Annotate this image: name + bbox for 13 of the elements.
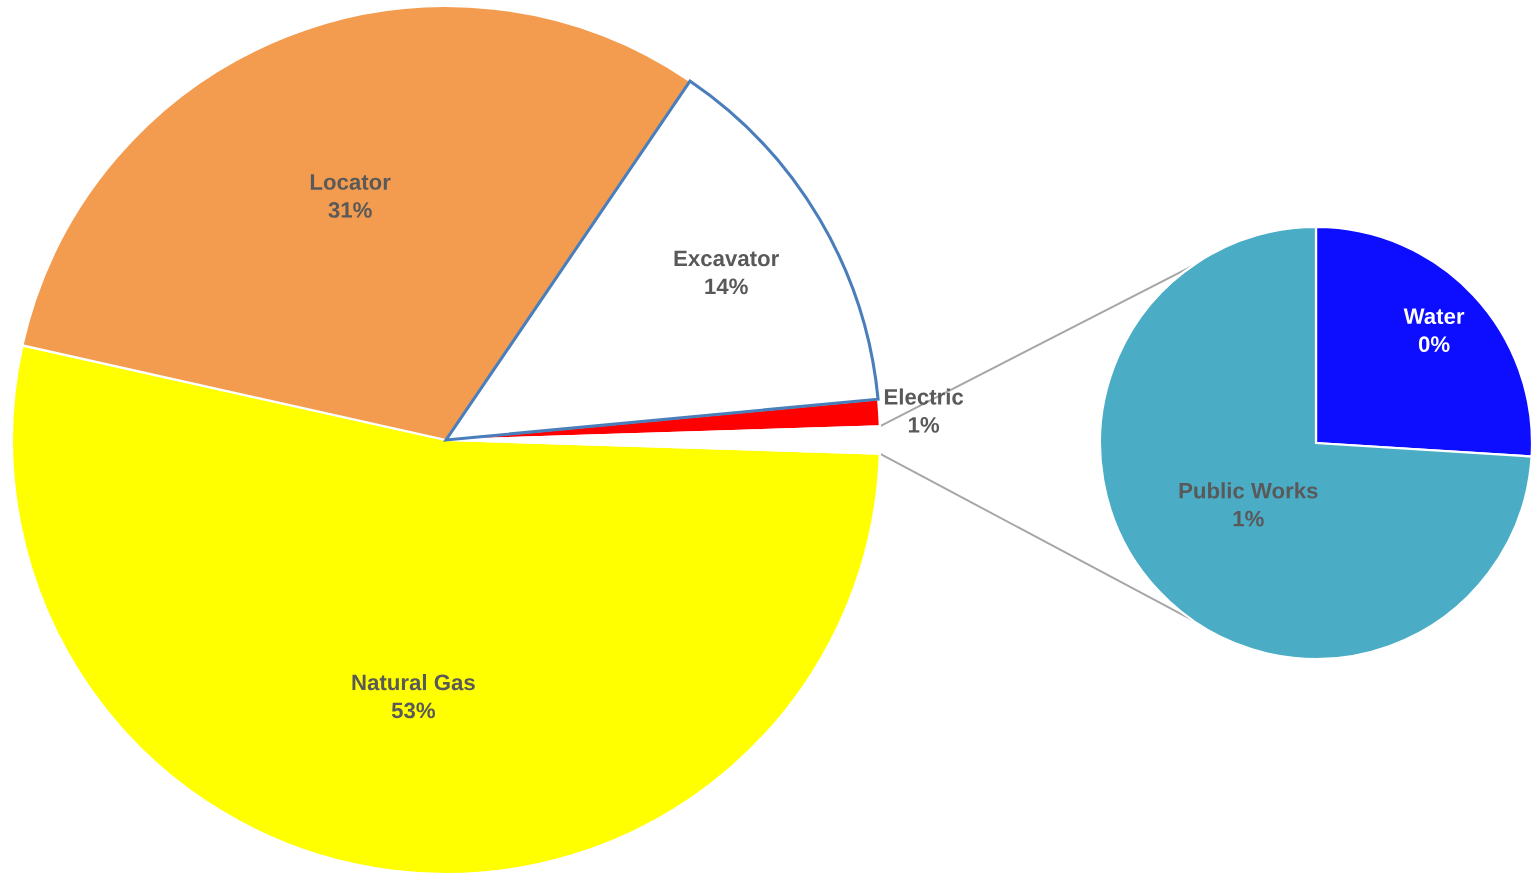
slice-label: Electric — [884, 388, 964, 405]
slice-label: Natural Gas — [352, 674, 475, 691]
slice-label: Locator — [310, 174, 391, 190]
data-label: 31% — [328, 202, 372, 218]
slice-label: Excavator — [674, 250, 779, 267]
data-label: 0% — [1418, 336, 1450, 353]
pie-slice — [1098, 225, 1533, 661]
slice-label: Water — [1403, 308, 1465, 325]
data-label: 14% — [705, 278, 748, 295]
data-label: 1% — [1233, 510, 1264, 527]
data-label: 1% — [908, 417, 940, 433]
slice-label: Public Works — [1179, 482, 1318, 499]
data-label: 53% — [391, 702, 436, 719]
